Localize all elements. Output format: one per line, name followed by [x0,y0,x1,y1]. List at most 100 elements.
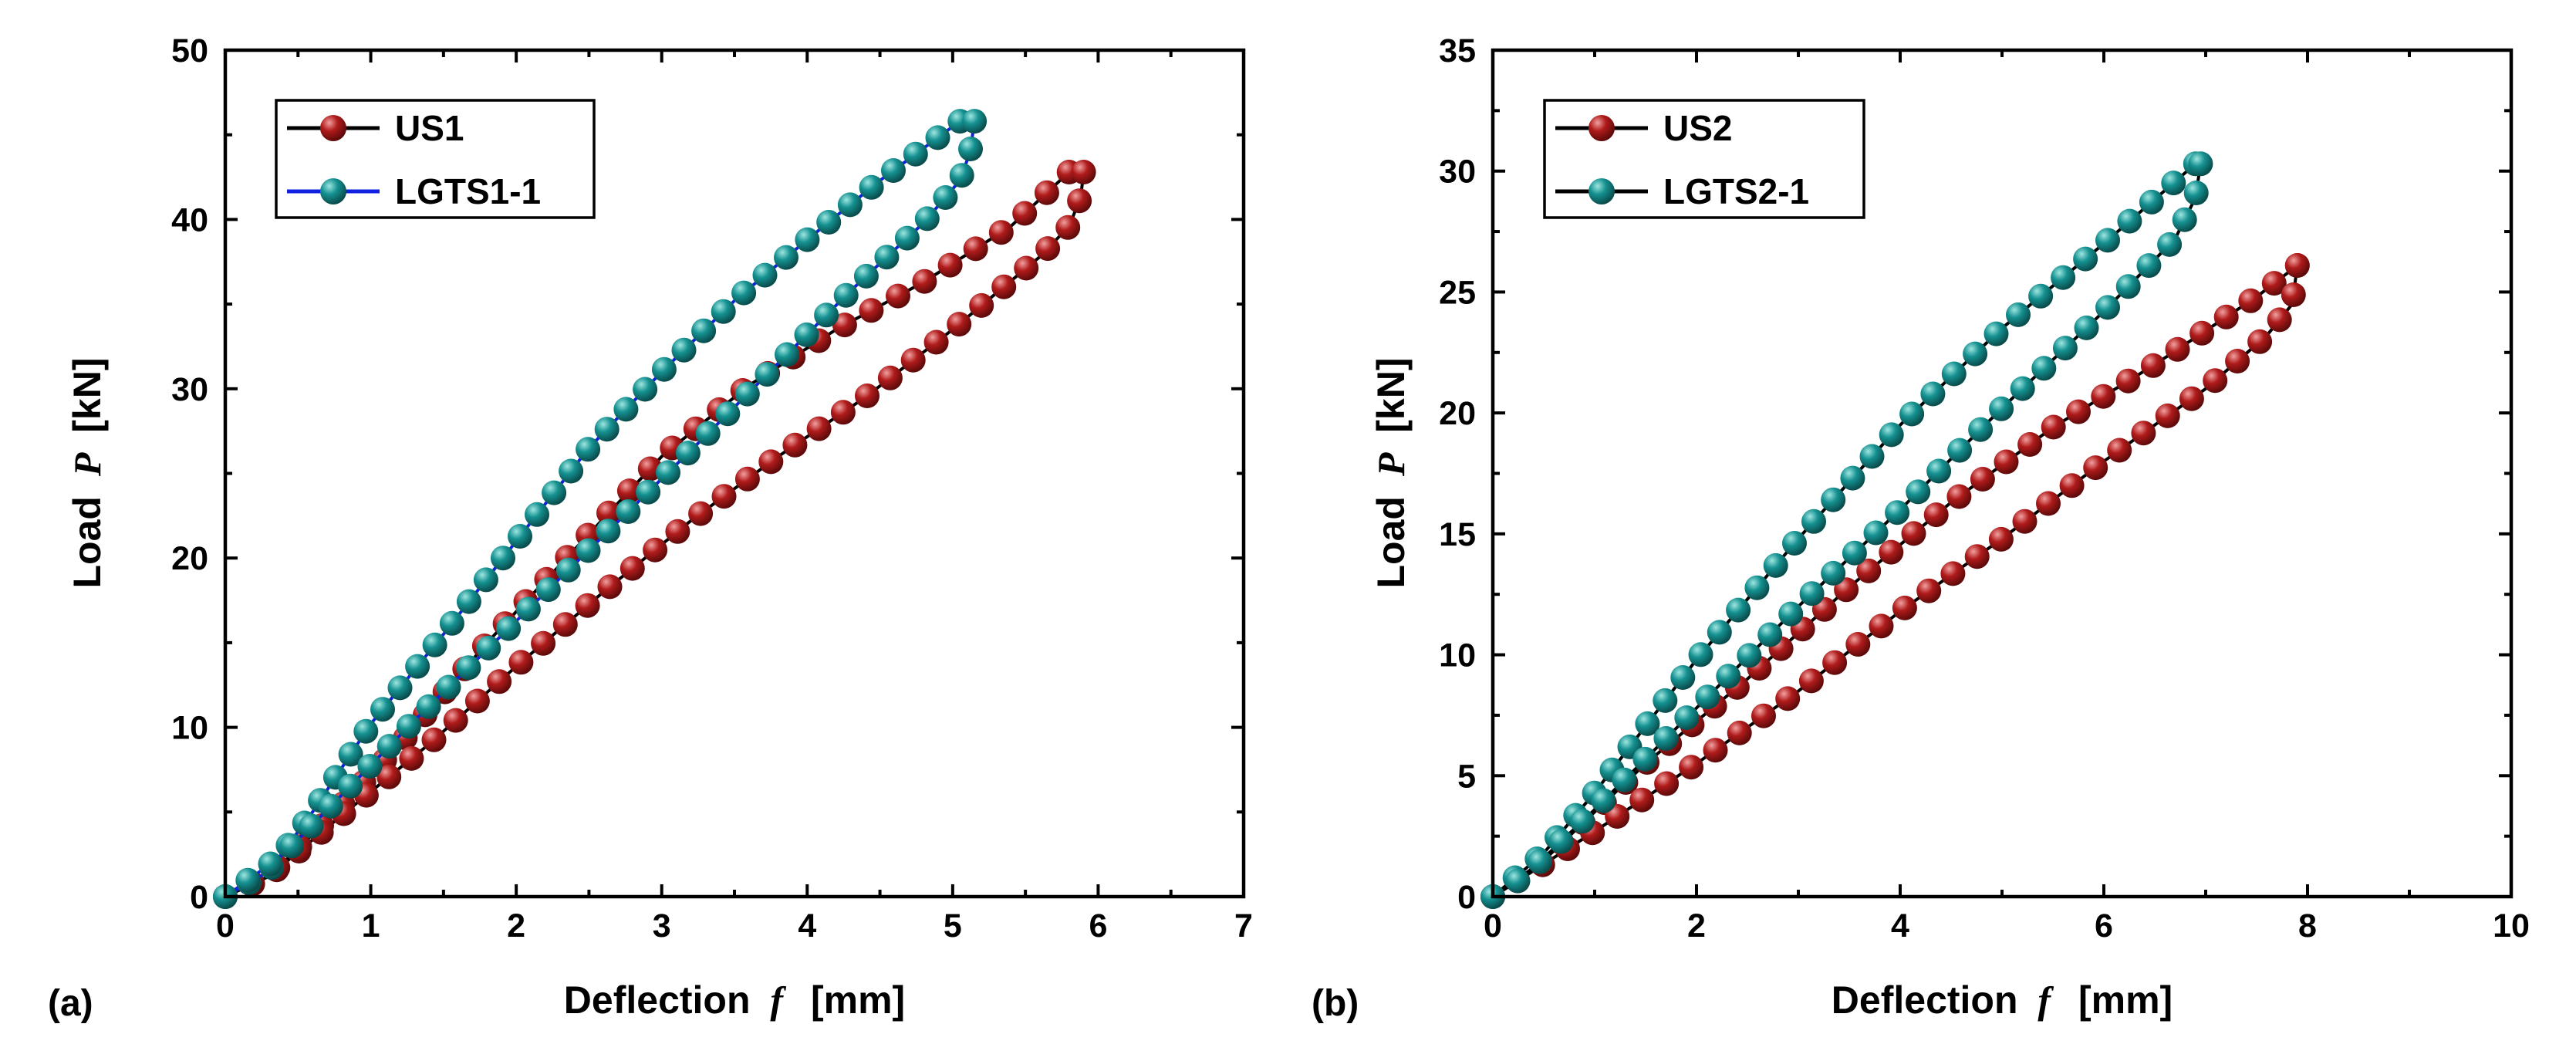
data-point-lgts2-1 [1635,711,1660,736]
data-point-lgts1-1 [338,742,363,767]
data-point-us2 [2059,473,2085,498]
x-tick-label: 0 [216,907,235,944]
data-point-lgts2-1 [2157,231,2183,257]
data-point-lgts2-1 [1716,664,1741,689]
chart-b-ylabel-var: P [1369,452,1413,477]
data-point-us1 [552,612,578,637]
data-point-lgts2-1 [1782,531,1807,556]
data-point-lgts1-1 [535,577,561,603]
data-point-us1 [443,708,468,733]
y-tick-label: 50 [171,32,208,69]
data-point-lgts1-1 [962,109,988,134]
x-tick-label: 5 [944,907,962,944]
data-point-lgts1-1 [279,833,305,859]
data-point-lgts1-1 [775,342,799,367]
chart-b-legend: US2 LGTS2-1 [1543,99,1865,219]
data-point-us2 [2041,414,2066,440]
data-point-lgts1-1 [636,479,661,505]
data-point-us2 [1856,558,1882,583]
data-point-lgts1-1 [616,499,641,524]
data-point-lgts2-1 [1879,422,1904,448]
x-tick-label: 0 [1484,907,1502,944]
data-point-lgts2-1 [1612,767,1637,792]
y-tick-label: 30 [1439,154,1476,191]
chart-a-ticks: 0 1 2 3 4 5 6 7 0 10 20 30 40 50 [171,32,1253,944]
data-point-lgts2-1 [1688,642,1713,667]
chart-a-ylabel-text: Load [66,496,109,588]
x-tick-label: 2 [1687,907,1706,944]
data-point-lgts1-1 [814,302,839,328]
data-point-lgts2-1 [1885,500,1910,525]
data-point-lgts2-1 [1801,509,1826,534]
data-point-lgts1-1 [675,441,701,466]
data-point-lgts1-1 [711,299,736,324]
data-point-us1 [508,650,534,675]
data-point-lgts1-1 [299,813,324,839]
series-markers-lgts1-1 [213,109,988,909]
data-point-us2 [1916,578,1942,603]
data-point-lgts1-1 [370,697,395,722]
data-point-lgts1-1 [715,401,741,427]
data-point-lgts1-1 [555,557,581,583]
data-point-lgts1-1 [874,245,900,270]
data-point-lgts1-1 [833,282,859,308]
data-point-lgts1-1 [376,734,402,759]
data-point-lgts2-1 [1674,705,1700,731]
data-point-us1 [923,329,949,355]
data-point-us2 [2107,438,2132,463]
data-point-lgts2-1 [1763,552,1788,578]
data-point-us2 [1964,544,1990,569]
data-point-us1 [421,727,447,752]
data-point-lgts1-1 [456,655,481,681]
data-point-us2 [2238,288,2264,313]
chart-a-ylabel: Load P [kN] [66,357,109,588]
data-point-lgts2-1 [1778,601,1804,627]
data-point-us2 [1879,539,1904,565]
data-point-lgts2-1 [1941,361,1967,387]
data-point-us1 [806,416,832,441]
data-point-lgts2-1 [1968,417,1994,442]
data-point-us2 [1988,526,2014,552]
chart-b-curves [1480,151,2310,909]
chart-a-legend-label-lgts1-1: LGTS1-1 [395,171,541,211]
data-point-lgts1-1 [353,718,379,744]
y-tick-label: 10 [1439,637,1476,674]
data-point-us1 [963,236,988,262]
data-point-lgts2-1 [1591,788,1616,813]
data-point-us1 [596,500,621,525]
data-point-lgts2-1 [1926,458,1952,484]
data-point-lgts2-1 [2074,315,2099,340]
data-point-us2 [2155,403,2180,428]
data-point-us2 [1703,738,1728,763]
series-markers-lgts2-1 [1480,151,2213,909]
data-point-us2 [1679,755,1704,780]
data-point-us2 [2281,282,2306,307]
data-point-us1 [620,556,645,581]
data-point-lgts1-1 [795,227,820,252]
data-point-lgts2-1 [1840,465,1865,491]
data-point-lgts2-1 [2172,207,2197,232]
data-point-us2 [1727,720,1752,745]
y-tick-label: 40 [171,201,208,238]
data-point-us1 [969,292,994,318]
data-point-us2 [2203,368,2228,394]
chart-a-ylabel-unit: [kN] [66,357,109,432]
data-point-us2 [1751,703,1776,728]
chart-a-xlabel: Deflection f [mm] [564,978,905,1022]
chart-b-xlabel-text: Deflection [1832,978,2018,1022]
data-point-lgts2-1 [2183,181,2209,205]
data-point-us1 [597,574,623,600]
data-point-lgts1-1 [894,225,920,251]
data-point-us2 [1629,787,1655,813]
data-point-lgts2-1 [2115,274,2141,299]
data-point-lgts2-1 [2136,253,2162,279]
data-point-us1 [782,432,808,458]
data-point-us1 [877,365,903,390]
chart-a-legend-marker-lgts1-1 [320,178,346,204]
data-point-lgts1-1 [613,397,639,422]
data-point-lgts1-1 [496,616,522,641]
data-point-lgts2-1 [1899,401,1925,427]
data-point-lgts1-1 [837,192,863,218]
data-point-us1 [947,312,972,337]
data-point-lgts1-1 [914,206,940,231]
